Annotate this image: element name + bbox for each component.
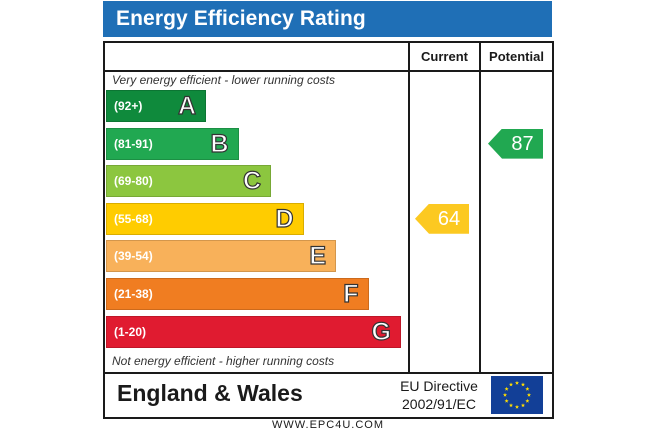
current-rating-value: 64 bbox=[437, 207, 461, 230]
band-range-label: (69-80) bbox=[114, 174, 153, 189]
band-range-label: (21-38) bbox=[114, 287, 153, 301]
band-range-label: (81-91) bbox=[114, 136, 153, 151]
band-letter: C bbox=[242, 167, 261, 196]
chart-title: Energy Efficiency Rating bbox=[116, 7, 366, 30]
band-letter: E bbox=[309, 242, 327, 271]
eu-star-icon bbox=[525, 386, 530, 391]
band-range-label: (55-68) bbox=[114, 211, 153, 226]
band-letter: F bbox=[343, 279, 360, 308]
header-divider bbox=[105, 70, 552, 72]
eu-star-icon bbox=[520, 382, 526, 387]
potential-column-header: Potential bbox=[489, 49, 544, 64]
band-a: (92+) A bbox=[106, 90, 206, 122]
band-range-label: (1-20) bbox=[114, 324, 147, 339]
chart-header: Energy Efficiency Rating bbox=[103, 1, 552, 37]
band-letter: D bbox=[275, 204, 294, 233]
region-label: England & Wales bbox=[117, 380, 303, 406]
band-g: (1-20) G bbox=[106, 315, 401, 348]
eu-star-icon bbox=[525, 398, 530, 403]
band-f: (21-38) F bbox=[106, 278, 369, 310]
eu-star-icon bbox=[504, 386, 509, 391]
band-range-label: (39-54) bbox=[114, 249, 153, 264]
eu-directive: EU Directive 2002/91/EC bbox=[391, 377, 487, 413]
potential-column-divider bbox=[479, 43, 481, 372]
band-range-label: (92+) bbox=[114, 99, 143, 113]
eu-star-icon bbox=[508, 403, 514, 408]
potential-rating-arrow: 87 bbox=[488, 128, 543, 159]
eu-star-icon bbox=[514, 380, 520, 385]
footer-divider bbox=[105, 372, 552, 374]
current-rating-arrow: 64 bbox=[415, 203, 469, 234]
band-b: (81-91) B bbox=[106, 127, 239, 160]
band-letter: G bbox=[371, 317, 392, 346]
band-letter: B bbox=[210, 129, 229, 158]
rating-frame: Current Potential Very energy efficient … bbox=[103, 41, 554, 419]
eu-star-icon bbox=[504, 398, 509, 403]
eu-star-icon bbox=[514, 404, 520, 409]
band-e: (39-54) E bbox=[106, 240, 336, 273]
inefficient-note: Not energy efficient - higher running co… bbox=[112, 354, 335, 368]
current-column-header: Current bbox=[421, 49, 468, 64]
eu-star-icon bbox=[502, 392, 508, 397]
eu-flag-icon bbox=[491, 376, 543, 414]
eu-star-icon bbox=[520, 403, 526, 408]
directive-line-2: 2002/91/EC bbox=[402, 396, 476, 412]
eu-star-icon bbox=[508, 382, 514, 387]
current-column-divider bbox=[408, 43, 410, 372]
eu-star-icon bbox=[526, 392, 532, 397]
efficient-note: Very energy efficient - lower running co… bbox=[112, 73, 335, 87]
directive-line-1: EU Directive bbox=[400, 378, 478, 394]
band-letter: A bbox=[177, 91, 196, 120]
band-c: (69-80) C bbox=[106, 165, 271, 198]
website-footer: WWW.EPC4U.COM bbox=[272, 419, 384, 431]
band-d: (55-68) D bbox=[106, 202, 304, 235]
potential-rating-value: 87 bbox=[511, 132, 534, 155]
